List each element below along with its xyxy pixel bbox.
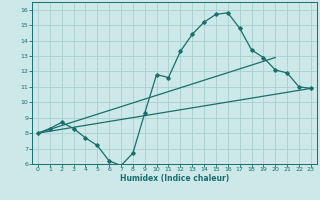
X-axis label: Humidex (Indice chaleur): Humidex (Indice chaleur) bbox=[120, 174, 229, 183]
